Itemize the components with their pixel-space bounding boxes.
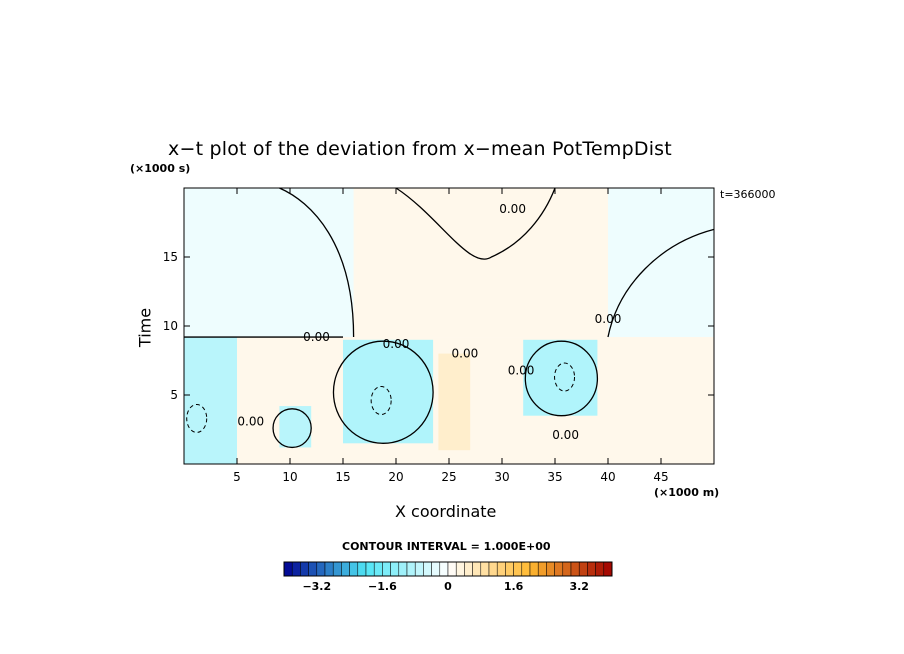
- contour-interval-label: CONTOUR INTERVAL = 1.000E+00: [342, 540, 551, 553]
- colorbar-swatch: [357, 561, 367, 577]
- colorbar-frame: [283, 561, 613, 577]
- x-tick-label: 35: [547, 470, 562, 484]
- x-tick-label: 40: [600, 470, 615, 484]
- negative-contour: [186, 403, 208, 433]
- colorbar-swatch: [488, 561, 498, 577]
- colorbar-tick-label: 3.2: [569, 580, 589, 593]
- x-tick-label: 10: [282, 470, 297, 484]
- contour-label: 0.00: [452, 347, 479, 361]
- y-tick-label: 15: [163, 250, 178, 264]
- y-unit-label: (×1000 s): [130, 162, 191, 175]
- colorbar-swatch: [570, 561, 580, 577]
- x-unit-label: (×1000 m): [654, 486, 720, 499]
- time-stamp: t=366000: [720, 188, 776, 201]
- negative-contour: [554, 362, 576, 392]
- colorbar-swatch: [505, 561, 514, 577]
- contour-label: 0.00: [237, 414, 264, 428]
- zero-contour: [184, 187, 715, 338]
- colorbar-swatch: [291, 561, 301, 577]
- colorbar-swatch: [439, 561, 449, 577]
- colorbar-swatch: [595, 561, 605, 577]
- colorbar-swatch: [390, 561, 400, 577]
- colorbar-swatch: [472, 561, 482, 577]
- colorbar-swatch: [431, 561, 441, 577]
- field-layer: [184, 188, 714, 464]
- colorbar-swatch: [406, 561, 416, 577]
- colorbar-swatch: [562, 561, 572, 577]
- contour-label: 0.00: [508, 363, 535, 377]
- colorbar-swatch: [455, 561, 465, 577]
- colorbar-tick-label: 1.6: [504, 580, 524, 593]
- colorbar-swatch: [513, 561, 523, 577]
- x-axis-label: X coordinate: [395, 502, 497, 521]
- contour-label: 0.00: [303, 330, 330, 344]
- colorbar-swatch: [537, 561, 547, 577]
- field-cell: [184, 337, 237, 464]
- contour-label: 0.00: [499, 202, 526, 216]
- y-tick-label: 5: [170, 388, 178, 402]
- colorbar-swatch: [398, 561, 408, 577]
- y-tick-label: 10: [163, 319, 178, 333]
- negative-contour: [370, 386, 392, 416]
- zero-contour: [272, 408, 312, 449]
- contour-layer: 0.00 0.00 0.00 0.00 0.00 0.00 0.00 0.00: [184, 187, 715, 449]
- colorbar-swatch: [554, 561, 564, 577]
- colorbar-swatch: [365, 561, 375, 577]
- colorbar-swatch: [480, 561, 490, 577]
- colorbar-swatch: [349, 561, 359, 577]
- colorbar-swatch: [529, 561, 539, 577]
- colorbar-swatch: [546, 561, 555, 577]
- colorbar-swatch: [283, 561, 293, 577]
- x-tick-label: 45: [653, 470, 668, 484]
- x-tick-label: 30: [494, 470, 509, 484]
- colorbar-tick-label: 0: [444, 580, 452, 593]
- contour-label: 0.00: [383, 337, 410, 351]
- x-tick-label: 15: [335, 470, 350, 484]
- colorbar-swatch: [373, 561, 383, 577]
- field-cell: [353, 188, 608, 338]
- x-tick-label: 25: [441, 470, 456, 484]
- colorbar-swatch: [464, 561, 473, 577]
- y-axis-label: Time: [135, 307, 155, 348]
- colorbar-swatch: [587, 561, 596, 577]
- colorbar-swatch: [521, 561, 531, 577]
- colorbar-swatch: [447, 561, 457, 577]
- tick-layer: 5 10 15 20 25 30 35 40 45 5 10 15: [163, 188, 714, 484]
- contour-label: 0.00: [595, 312, 622, 326]
- colorbar-swatch: [332, 561, 342, 577]
- colorbar-swatch: [308, 561, 318, 577]
- colorbar-swatch: [382, 561, 391, 577]
- x-tick-label: 20: [388, 470, 403, 484]
- colorbar-swatch: [316, 561, 326, 577]
- zero-contour: [332, 340, 434, 444]
- colorbar-swatch: [496, 561, 506, 577]
- colorbar-swatch: [324, 561, 334, 577]
- contour-label: 0.00: [552, 428, 579, 442]
- colorbar-swatch: [414, 561, 424, 577]
- x-tick-label: 5: [233, 470, 241, 484]
- colorbar: −3.2 −1.6 0 1.6 3.2: [283, 561, 613, 593]
- colorbar-tick-label: −3.2: [302, 580, 331, 593]
- zero-contour: [524, 340, 599, 417]
- field-cell: [343, 339, 434, 444]
- field-cell: [438, 353, 471, 451]
- colorbar-swatch: [300, 561, 309, 577]
- chart-title: x−t plot of the deviation from x−mean Po…: [168, 138, 672, 160]
- colorbar-swatch: [341, 561, 350, 577]
- colorbar-swatch: [423, 561, 432, 577]
- colorbar-swatch: [603, 561, 613, 577]
- colorbar-tick-label: −1.6: [368, 580, 397, 593]
- colorbar-swatch: [578, 561, 588, 577]
